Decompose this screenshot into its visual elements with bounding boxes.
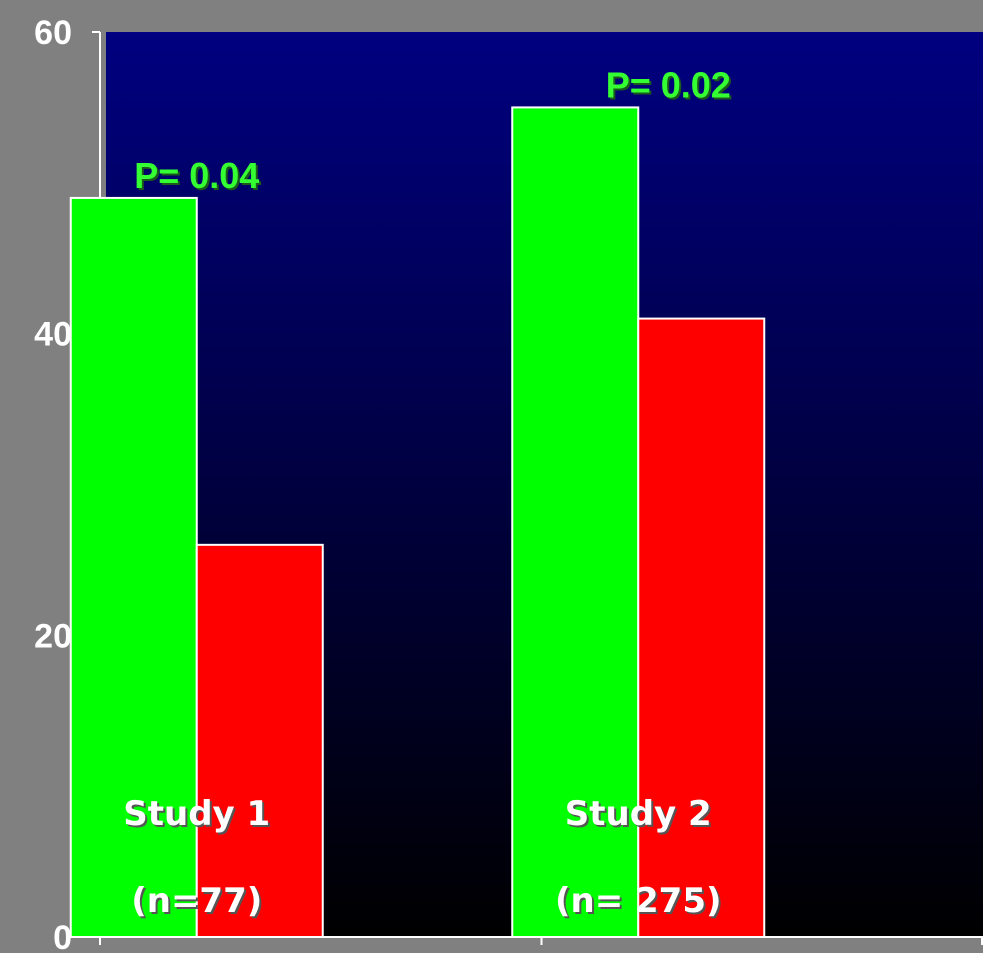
- study-label-shadow: (n= 275): [557, 883, 724, 923]
- study-label-shadow: (n=77): [133, 883, 264, 923]
- study-label-shadow: Study 2: [567, 796, 714, 836]
- study-n-label: (n= 275): [555, 881, 722, 921]
- pvalue-shadow: P= 0.04: [136, 157, 261, 198]
- study-label-shadow: Study 1: [125, 796, 272, 836]
- pvalue-shadow: P= 0.02: [608, 66, 733, 107]
- y-tick-label: 20: [34, 617, 72, 655]
- study-name-label: Study 2: [565, 794, 712, 834]
- pvalue-label: P= 0.04: [134, 155, 259, 196]
- bars: [69, 106, 766, 939]
- study-n-label: (n=77): [131, 881, 262, 921]
- y-tick-label: 0: [53, 919, 72, 953]
- y-tick-label: 60: [34, 14, 72, 52]
- study-name-label: Study 1: [123, 794, 270, 834]
- bar: [69, 196, 198, 938]
- bar: [195, 543, 324, 938]
- bar: [637, 317, 766, 939]
- y-tick-label: 40: [34, 316, 72, 354]
- pvalue-label: P= 0.02: [606, 64, 731, 105]
